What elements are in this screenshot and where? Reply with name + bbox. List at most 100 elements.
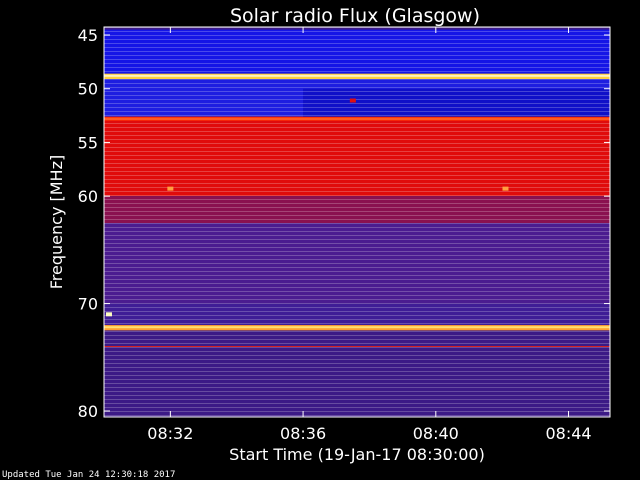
texture-line [104, 199, 610, 200]
texture-line [104, 139, 610, 140]
texture-line [104, 323, 610, 324]
texture-line [104, 67, 610, 68]
texture-line [104, 287, 610, 288]
texture-line [104, 367, 610, 368]
burst-spot-1 [502, 186, 509, 191]
texture-line [104, 171, 610, 172]
emission-line-1 [104, 117, 610, 120]
texture-line [104, 91, 610, 92]
texture-line [104, 375, 610, 376]
texture-line [104, 127, 610, 128]
texture-line [104, 155, 610, 156]
texture-line [104, 219, 610, 220]
x-tick-label: 08:32 [147, 424, 193, 443]
texture-line [104, 307, 610, 308]
x-tick-label: 08:44 [545, 424, 591, 443]
frequency-band-5 [104, 196, 610, 223]
texture-line [104, 195, 610, 196]
texture-line [104, 331, 610, 332]
texture-line [104, 267, 610, 268]
texture-line [104, 251, 610, 252]
y-tick-label: 60 [78, 187, 98, 206]
axis-ticks: 45 50 55 60 70 80 08:32 08:36 08:40 08:44 [78, 26, 610, 443]
texture-line [104, 383, 610, 384]
texture-line [104, 239, 610, 240]
y-axis-label: Frequency [MHz] [47, 155, 66, 289]
texture-line [104, 227, 610, 228]
texture-line [104, 167, 610, 168]
texture-line [104, 115, 610, 116]
texture-line [104, 175, 610, 176]
texture-line [104, 35, 610, 36]
texture-line [104, 371, 610, 372]
texture-line [104, 351, 610, 352]
frequency-band-7 [104, 303, 610, 326]
texture-line [104, 379, 610, 380]
texture-line [104, 247, 610, 248]
texture-line [104, 415, 610, 416]
texture-line [104, 107, 610, 108]
frequency-band-0 [104, 29, 610, 74]
texture-line [104, 335, 610, 336]
x-axis-label: Start Time (19-Jan-17 08:30:00) [229, 445, 485, 464]
y-tick-label: 70 [78, 295, 98, 314]
texture-line [104, 311, 610, 312]
x-tick-label: 08:36 [280, 424, 326, 443]
emission-line-2 [104, 326, 610, 329]
texture-line [104, 71, 610, 72]
texture-line [104, 395, 610, 396]
frequency-band-4 [104, 120, 610, 197]
texture-line [104, 183, 610, 184]
texture-line [104, 295, 610, 296]
texture-line [104, 59, 610, 60]
texture-line [104, 203, 610, 204]
texture-line [104, 407, 610, 408]
texture-line [104, 63, 610, 64]
texture-line [104, 263, 610, 264]
frequency-band-9 [104, 330, 610, 417]
texture-line [104, 347, 610, 348]
texture-line [104, 403, 610, 404]
texture-line [104, 283, 610, 284]
texture-line [104, 111, 610, 112]
texture-line [104, 411, 610, 412]
texture-line [104, 151, 610, 152]
burst-spot-3 [105, 312, 112, 317]
texture-line [104, 143, 610, 144]
y-tick-label: 50 [78, 80, 98, 99]
texture-line [104, 299, 610, 300]
y-tick-label: 45 [78, 26, 98, 45]
emission-line-0 [104, 74, 610, 77]
x-tick-label: 08:40 [413, 424, 459, 443]
updated-timestamp: Updated Tue Jan 24 12:30:18 2017 [2, 470, 175, 480]
texture-line [104, 99, 610, 100]
burst-spot-0 [167, 186, 174, 191]
texture-line [104, 47, 610, 48]
burst-spot-2 [349, 98, 356, 103]
chart-title: Solar radio Flux (Glasgow) [230, 5, 480, 27]
texture-line [104, 399, 610, 400]
texture-line [104, 123, 610, 124]
plot-frame [103, 26, 611, 418]
texture-line [104, 291, 610, 292]
texture-line [104, 271, 610, 272]
texture-line [104, 103, 610, 104]
texture-line [104, 51, 610, 52]
texture-line [104, 235, 610, 236]
texture-line [104, 95, 610, 96]
texture-line [104, 159, 610, 160]
texture-line [104, 339, 610, 340]
texture-line [104, 131, 610, 132]
texture-line [104, 215, 610, 216]
texture-line [104, 231, 610, 232]
texture-line [104, 187, 610, 188]
texture-line [104, 31, 610, 32]
texture-line [104, 255, 610, 256]
texture-line [104, 207, 610, 208]
texture-line [104, 135, 610, 136]
texture-line [104, 363, 610, 364]
texture-line [104, 223, 610, 224]
texture-line [104, 163, 610, 164]
texture-line [104, 83, 610, 84]
